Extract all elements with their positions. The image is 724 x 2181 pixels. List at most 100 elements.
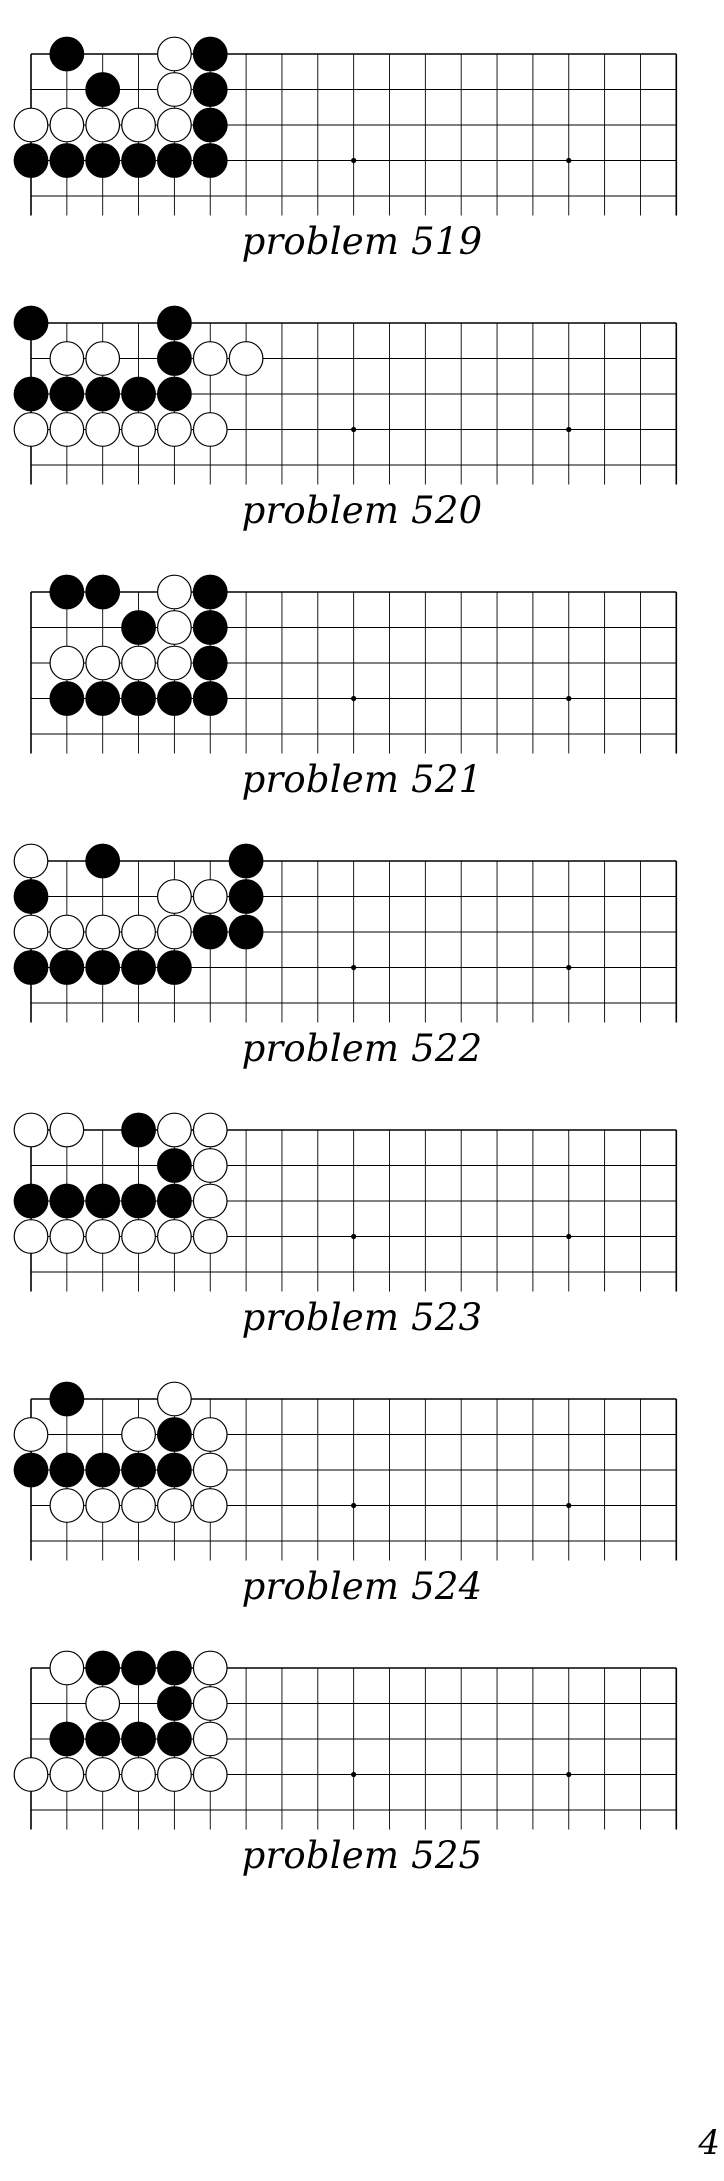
star-point	[566, 1772, 571, 1777]
black-stone	[14, 377, 49, 412]
black-stone	[121, 1722, 156, 1757]
white-stone	[50, 646, 84, 680]
white-stone	[86, 1758, 120, 1792]
black-stone	[193, 915, 228, 950]
black-stone	[49, 1184, 84, 1219]
white-stone	[14, 915, 48, 949]
black-stone	[14, 950, 49, 985]
black-stone	[157, 1148, 192, 1183]
black-stone	[229, 915, 264, 950]
star-point	[351, 965, 356, 970]
white-stone	[122, 1489, 156, 1523]
black-stone	[157, 1722, 192, 1757]
white-stone	[14, 1113, 48, 1147]
white-stone	[193, 1113, 227, 1147]
page-number: 4	[698, 2123, 720, 2163]
white-stone	[14, 1758, 48, 1792]
board-diagram	[0, 1614, 724, 1854]
white-stone	[193, 1184, 227, 1218]
board-diagram	[0, 269, 724, 509]
black-stone	[157, 1417, 192, 1452]
white-stone	[122, 413, 156, 447]
black-stone	[85, 1453, 120, 1488]
black-stone	[193, 681, 228, 716]
board-diagram	[0, 0, 724, 240]
star-point	[351, 1503, 356, 1508]
black-stone	[193, 575, 228, 610]
black-stone	[157, 341, 192, 376]
white-stone	[193, 1149, 227, 1183]
white-stone	[158, 915, 192, 949]
black-stone	[49, 950, 84, 985]
white-stone	[86, 1220, 120, 1254]
black-stone	[49, 377, 84, 412]
star-point	[351, 427, 356, 432]
board-diagram	[0, 807, 724, 1047]
white-stone	[50, 1489, 84, 1523]
black-stone	[85, 377, 120, 412]
star-point	[351, 1772, 356, 1777]
white-stone	[229, 342, 263, 376]
black-stone	[229, 879, 264, 914]
white-stone	[158, 1489, 192, 1523]
white-stone	[193, 1722, 227, 1756]
black-stone	[49, 1382, 84, 1417]
white-stone	[50, 108, 84, 142]
black-stone	[85, 143, 120, 178]
black-stone	[14, 1453, 49, 1488]
black-stone	[85, 844, 120, 879]
black-stone	[157, 1184, 192, 1219]
black-stone	[85, 1722, 120, 1757]
black-stone	[121, 681, 156, 716]
white-stone	[158, 880, 192, 914]
problem-caption: problem 522	[0, 1027, 724, 1070]
white-stone	[50, 1113, 84, 1147]
board-diagram	[0, 538, 724, 778]
white-stone	[86, 342, 120, 376]
black-stone	[157, 1453, 192, 1488]
white-stone	[158, 611, 192, 645]
white-stone	[50, 915, 84, 949]
white-stone	[193, 1651, 227, 1685]
black-stone	[14, 143, 49, 178]
white-stone	[158, 646, 192, 680]
black-stone	[14, 1184, 49, 1219]
white-stone	[193, 413, 227, 447]
black-stone	[85, 950, 120, 985]
problem-caption: problem 525	[0, 1834, 724, 1877]
black-stone	[121, 1651, 156, 1686]
black-stone	[193, 610, 228, 645]
white-stone	[14, 108, 48, 142]
white-stone	[158, 1382, 192, 1416]
black-stone	[49, 143, 84, 178]
star-point	[351, 1234, 356, 1239]
star-point	[566, 427, 571, 432]
white-stone	[122, 1758, 156, 1792]
white-stone	[158, 413, 192, 447]
white-stone	[158, 108, 192, 142]
problem-caption: problem 521	[0, 758, 724, 801]
black-stone	[157, 143, 192, 178]
black-stone	[121, 610, 156, 645]
star-point	[566, 965, 571, 970]
black-stone	[121, 1113, 156, 1148]
star-point	[351, 696, 356, 701]
black-stone	[49, 575, 84, 610]
white-stone	[86, 1687, 120, 1721]
white-stone	[86, 915, 120, 949]
black-stone	[157, 950, 192, 985]
board-diagram	[0, 1076, 724, 1316]
white-stone	[14, 413, 48, 447]
black-stone	[157, 1651, 192, 1686]
white-stone	[50, 342, 84, 376]
black-stone	[121, 377, 156, 412]
black-stone	[193, 646, 228, 681]
black-stone	[85, 1184, 120, 1219]
black-stone	[157, 681, 192, 716]
board-diagram	[0, 1345, 724, 1585]
black-stone	[157, 377, 192, 412]
white-stone	[14, 1418, 48, 1452]
black-stone	[193, 37, 228, 72]
white-stone	[50, 1220, 84, 1254]
black-stone	[193, 108, 228, 143]
